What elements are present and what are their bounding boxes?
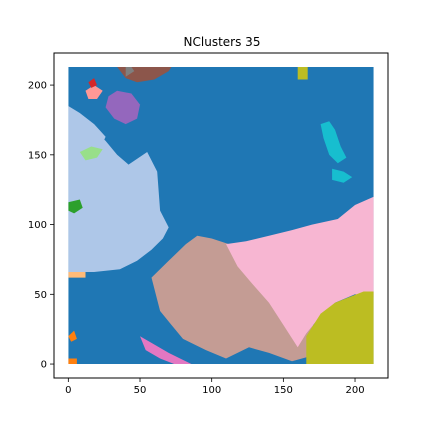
y-tick-label: 0 [41, 360, 47, 371]
cluster-region-peach-west [68, 272, 86, 278]
cluster-region-pink-east [226, 196, 374, 348]
y-tick-label: 100 [28, 220, 47, 231]
x-tick-label: 50 [134, 385, 147, 396]
axes-frame [53, 52, 389, 379]
cluster-region-olive-north [297, 66, 308, 80]
y-tick-label: 50 [34, 290, 47, 301]
x-tick-label: 0 [65, 385, 71, 396]
cluster-region-light-green-west [79, 146, 103, 161]
cluster-region-green-west [68, 199, 83, 214]
cluster-region-cyan-east-small [332, 168, 353, 183]
cluster-region-light-blue-northwest [68, 106, 106, 161]
cluster-region-salmon-northwest [85, 85, 103, 99]
x-tick-label: 100 [202, 385, 221, 396]
cluster-region-tan-south-central [151, 235, 321, 362]
y-tick-label: 150 [28, 150, 47, 161]
x-tick-label: 200 [345, 385, 364, 396]
cluster-region-purple-north [105, 90, 140, 125]
cluster-region-pink-southwest [140, 336, 192, 365]
y-tick-label: 200 [28, 81, 47, 92]
cluster-image [68, 66, 374, 365]
chart-title: NClusters 35 [184, 35, 261, 49]
x-tick-label: 150 [274, 385, 293, 396]
y-axis: 0 50 100 150 200 [28, 81, 54, 371]
cluster-region-orange-southwest-edge [68, 358, 77, 365]
cluster-region-cyan-east [320, 121, 347, 164]
cluster-region-gray-north [125, 66, 135, 77]
cluster-region-light-blue-west [68, 126, 169, 272]
plot-area [53, 52, 389, 379]
cluster-region-olive-southeast [306, 291, 374, 365]
x-axis: 0 50 100 150 200 [65, 378, 365, 396]
cluster-region-orange-southwest [68, 330, 77, 342]
cluster-region-red-northwest [88, 78, 97, 88]
